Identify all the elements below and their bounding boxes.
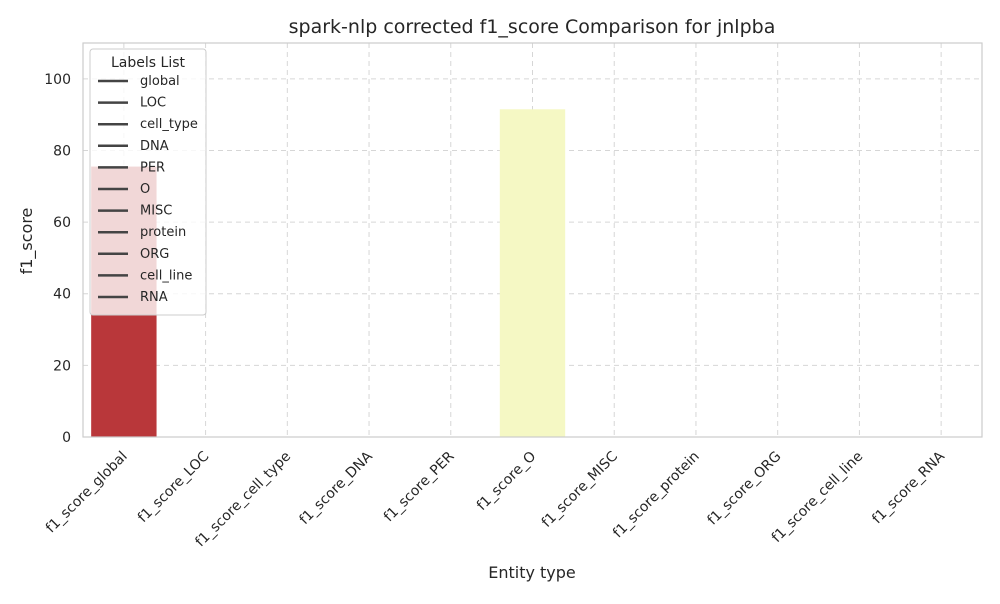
legend: Labels List global LOC cell_type DNA PER O MIS…	[89, 48, 207, 316]
y-tick-label: 80	[53, 143, 71, 159]
legend-items: global LOC cell_type DNA PER O MISC protein ORG c…	[98, 74, 198, 305]
legend-label-cell_type: cell_type	[140, 117, 198, 132]
legend-label-RNA: RNA	[140, 290, 168, 305]
chart-title: spark-nlp corrected f1_score Comparison …	[289, 16, 776, 38]
plot-frame	[82, 42, 983, 438]
legend-label-protein: protein	[140, 225, 186, 240]
y-tick-label: 40	[53, 287, 71, 303]
legend-label-DNA: DNA	[140, 139, 169, 154]
legend-label-O: O	[140, 182, 150, 197]
legend-label-LOC: LOC	[140, 96, 166, 111]
x-axis-label: Entity type	[488, 563, 576, 582]
legend-label-MISC: MISC	[140, 204, 172, 219]
y-tick-label: 0	[62, 430, 71, 446]
bar-f1_score_O	[499, 109, 566, 437]
legend-label-ORG: ORG	[140, 247, 169, 262]
legend-label-cell_line: cell_line	[140, 268, 192, 283]
y-tick-label: 60	[53, 215, 71, 231]
y-tick-label: 20	[53, 358, 71, 374]
legend-title: Labels List	[111, 55, 185, 71]
legend-label-global: global	[140, 74, 180, 89]
legend-box	[89, 48, 207, 316]
legend-label-PER: PER	[140, 160, 165, 175]
y-tick-labels: 0 20 40 60 80 100	[44, 72, 71, 446]
y-axis-label: f1_score	[17, 208, 37, 275]
y-tick-label: 100	[44, 72, 71, 88]
